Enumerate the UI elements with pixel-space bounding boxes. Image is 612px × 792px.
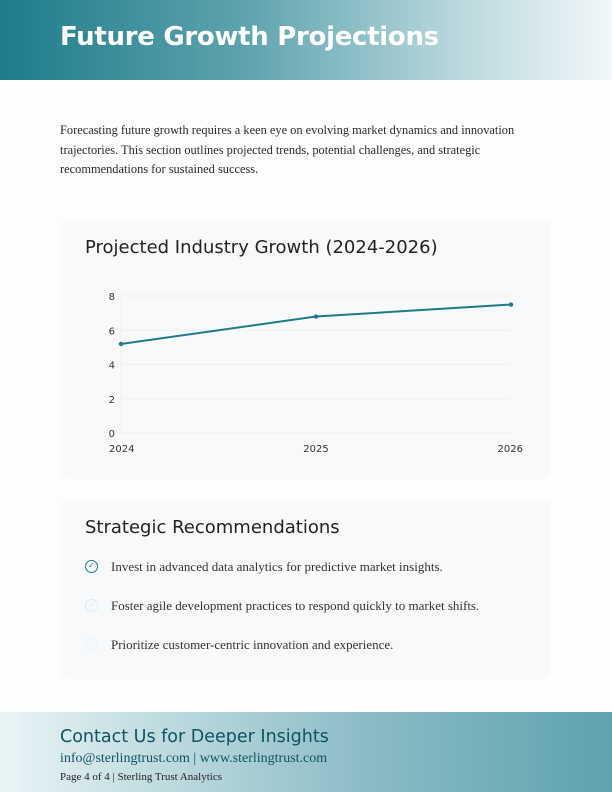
page-number: Page 4 of 4 | Sterling Trust Analytics <box>60 771 223 783</box>
recommendations-title: Strategic Recommendations <box>85 517 340 538</box>
check-circle-icon: ✓ <box>85 638 98 651</box>
contact-info[interactable]: info@sterlingtrust.com | www.sterlingtru… <box>60 751 328 766</box>
page-footer: Contact Us for Deeper Insights info@ster… <box>0 712 612 792</box>
y-tick-label: 4 <box>109 361 115 372</box>
x-tick-label: 2025 <box>303 444 328 455</box>
chart-title: Projected Industry Growth (2024-2026) <box>85 237 438 258</box>
y-tick-label: 0 <box>109 429 115 440</box>
data-point <box>313 314 319 319</box>
data-point <box>118 341 124 347</box>
y-tick-label: 6 <box>109 326 115 337</box>
y-tick-label: 2 <box>109 395 115 406</box>
data-point <box>508 302 514 307</box>
check-circle-icon: ✓ <box>85 599 98 612</box>
recommendations-card: Strategic Recommendations ✓ Invest in adv… <box>60 500 551 679</box>
line-chart: 0 2 4 6 8 2024 2025 2026 <box>109 292 523 455</box>
x-tick-label: 2024 <box>109 444 134 455</box>
footer-title: Contact Us for Deeper Insights <box>60 727 329 747</box>
check-circle-icon: ✓ <box>85 560 98 573</box>
x-tick-label: 2026 <box>498 444 523 455</box>
chart-card: Projected Industry Growth (2024-2026) 0 2… <box>60 220 551 479</box>
y-tick-label: 8 <box>109 292 115 303</box>
series-line <box>120 303 512 345</box>
page-header: Future Growth Projections <box>0 0 612 80</box>
intro-paragraph: Forecasting future growth requires a kee… <box>60 123 515 176</box>
page-title: Future Growth Projections <box>60 22 439 52</box>
